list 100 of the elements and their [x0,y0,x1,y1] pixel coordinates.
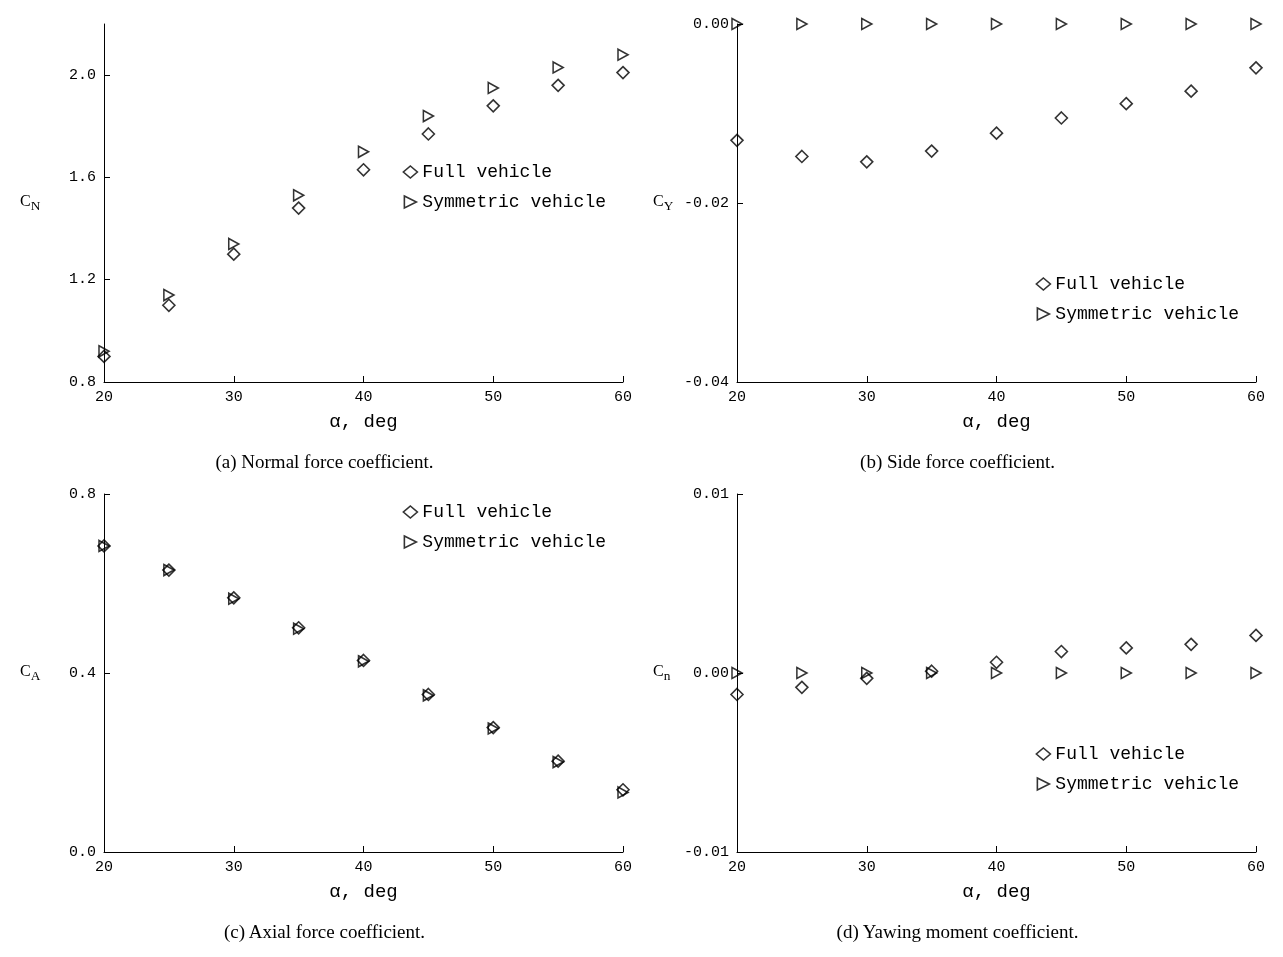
point [163,288,175,302]
point [421,127,436,141]
point [1249,61,1263,75]
x-tick-label: 40 [354,859,373,876]
x-tick-label: 40 [987,859,1006,876]
y-axis-title: C$_{Y}$ [653,192,674,216]
point [552,61,564,74]
x-tick-label: 30 [224,859,243,876]
point [731,666,743,680]
y-tick-label: 0.00 [692,664,729,682]
legend-label: Symmetric vehicle [422,192,607,212]
legend-label: Symmetric vehicle [422,532,607,552]
x-tick-label: 30 [857,389,876,406]
point [990,666,1003,680]
x-tick-label: 30 [857,859,876,876]
x-tick-label: 20 [727,389,747,406]
point [859,155,874,169]
point [616,65,630,80]
point [731,17,743,31]
point [1120,666,1133,680]
y-tick-label: -0.04 [683,373,729,391]
x-tick-label: 40 [987,389,1006,406]
point [291,201,306,215]
point [796,666,808,680]
x-tick-label: 50 [1117,859,1136,876]
text: (b) Side force coefficient. [860,451,1055,473]
x-axis-title: α, deg [329,880,398,903]
point [1120,17,1133,31]
point [357,145,370,159]
point [730,687,744,702]
legend-label: Full vehicle [422,162,552,182]
x-tick-label: 60 [613,389,633,406]
point [1119,641,1134,655]
point [1119,96,1134,111]
y-tick-label: 0.8 [68,485,96,503]
point [486,99,501,113]
y-axis-title: C$_{N}$ [20,192,41,216]
point [1250,17,1262,31]
y-tick-label: 0.01 [692,485,729,503]
legend-label: Full vehicle [1055,274,1185,294]
point [227,237,240,251]
y-tick-label: 0.0 [68,843,96,861]
point [1054,111,1069,125]
point [1250,666,1262,680]
point [860,17,873,31]
y-axis-title: C$_{A}$ [20,662,41,686]
point [795,680,809,695]
text: (a) Normal force coefficient. [215,451,434,473]
point [925,17,938,31]
x-tick-label: 20 [727,859,747,876]
point [730,133,744,148]
y-tick-label: 2.0 [68,66,96,84]
point [292,189,305,202]
point [990,17,1003,31]
x-axis-title: α, deg [962,410,1031,433]
point [860,666,873,680]
point [617,48,629,61]
point [924,144,939,158]
legend-label: Symmetric vehicle [1055,304,1240,324]
x-tick-label: 20 [94,859,114,876]
y-tick-label: 0.8 [68,373,96,391]
point [98,345,110,358]
legend-label: Full vehicle [1055,744,1185,764]
point [1184,84,1198,98]
point [487,81,500,95]
point [1054,644,1069,659]
point [989,655,1004,670]
point [1055,17,1068,31]
point [1185,666,1197,680]
y-tick-label: -0.01 [683,843,729,861]
x-tick-label: 50 [1117,389,1136,406]
x-tick-label: 50 [484,389,503,406]
y-tick-label: 1.6 [68,168,96,186]
legend-label: Symmetric vehicle [1055,774,1240,794]
point [356,162,371,177]
legend-label: Full vehicle [422,502,552,522]
y-tick-label: -0.02 [683,194,729,212]
point [1185,17,1197,31]
x-tick-label: 50 [484,859,503,876]
x-tick-label: 60 [1246,389,1266,406]
point [97,349,111,364]
point [422,109,435,123]
x-axis-title: α, deg [962,880,1031,903]
x-tick-label: 60 [1246,859,1266,876]
x-tick-label: 40 [354,389,373,406]
y-tick-label: 0.00 [692,15,729,33]
point [796,17,808,31]
point [795,149,809,164]
point [551,78,565,93]
x-axis-title: α, deg [329,410,398,433]
point [162,298,176,313]
point [989,126,1004,140]
point [226,247,241,261]
text: (c) Axial force coefficient. [223,921,426,943]
y-axis-title: C$_{n}$ [653,662,671,686]
y-tick-label: 1.2 [68,271,96,289]
point [1184,637,1198,652]
x-tick-label: 20 [94,389,114,406]
text: (d) Yawing moment coefficient. [836,921,1079,943]
x-tick-label: 60 [613,859,633,876]
